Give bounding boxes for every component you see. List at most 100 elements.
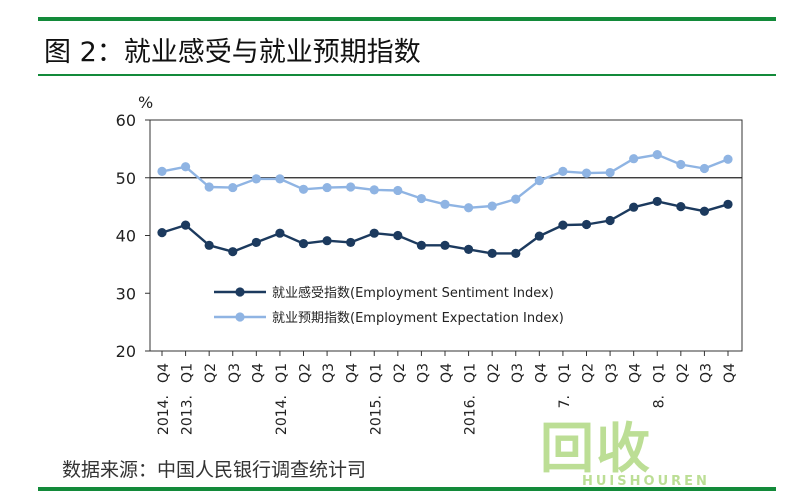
x-tick-label: Q3 [227, 363, 243, 383]
y-tick-label: 50 [116, 169, 136, 188]
series-2-point [629, 154, 639, 164]
x-tick-label: Q4 [345, 363, 361, 383]
x-tick-label: Q4 [156, 363, 172, 383]
series-2-point [416, 193, 427, 204]
series-2-point [228, 182, 238, 193]
series-2-point [204, 182, 214, 192]
y-tick-label: 60 [116, 111, 136, 130]
x-tick-label: Q4 [533, 363, 549, 383]
x-tick-label: Q3 [321, 363, 337, 383]
x-tick-label: Q2 [392, 363, 408, 383]
x-tick-label: Q2 [675, 363, 691, 383]
series-2-point [369, 185, 379, 195]
series-1-point [275, 228, 285, 238]
legend-label-1: 就业感受指数(Employment Sentiment Index) [272, 285, 554, 301]
y-tick-label: 20 [116, 342, 136, 361]
series-2-point [180, 162, 191, 172]
x-year-label: 2016. [463, 395, 479, 435]
series-1-point [298, 238, 309, 249]
x-year-label: 2014. [156, 395, 172, 435]
y-tick-label: 30 [116, 284, 136, 303]
series-1-point [605, 215, 615, 226]
series-2-point [581, 168, 592, 178]
x-tick-label: Q3 [604, 363, 620, 383]
series-1-point [157, 228, 167, 238]
watermark-mark: 回收 [540, 417, 652, 480]
series-1-point [180, 220, 191, 230]
series-1-point [652, 196, 662, 207]
series-2-point [157, 166, 167, 176]
series-2-point [676, 159, 686, 170]
title-rule [38, 74, 776, 76]
series-2-point [699, 163, 710, 174]
x-tick-label: Q2 [581, 363, 597, 383]
series-1-point [558, 220, 568, 230]
legend-label-2: 就业预期指数(Employment Expectation Index) [272, 311, 564, 326]
series-2-point [558, 166, 568, 176]
x-tick-label: Q4 [439, 363, 455, 383]
series-1-point [204, 240, 214, 250]
x-tick-label: Q3 [510, 363, 526, 383]
series-2-point [463, 203, 474, 213]
series-1-point [629, 202, 639, 212]
series-2-point [298, 184, 309, 194]
series-2-point [487, 201, 497, 211]
series-1-point [346, 237, 356, 248]
x-tick-label: Q3 [698, 363, 714, 383]
series-2-point [652, 150, 662, 160]
series-1-point [251, 237, 261, 248]
series-2-point [440, 199, 450, 209]
series-2-point [275, 174, 285, 184]
series-2-point [605, 167, 615, 178]
x-tick-label: Q4 [722, 363, 738, 383]
x-year-label: 8. [651, 395, 667, 408]
series-2-point [393, 185, 403, 196]
x-tick-label: Q1 [651, 363, 667, 383]
x-year-label: 2014. [274, 395, 290, 435]
series-2-point [251, 174, 261, 184]
bottom-rule [38, 487, 776, 491]
series-1-point [676, 202, 686, 212]
legend-marker-1 [235, 287, 245, 297]
x-tick-label: Q4 [250, 363, 266, 383]
x-tick-label: Q1 [463, 363, 479, 383]
x-year-label: 7. [557, 395, 573, 408]
x-tick-label: Q2 [486, 363, 502, 383]
x-tick-label: Q3 [415, 363, 431, 383]
series-1-point [393, 230, 403, 241]
series-1-point [440, 240, 450, 250]
series-1-point [463, 244, 474, 254]
series-1-point [416, 240, 427, 250]
x-tick-label: Q1 [274, 363, 290, 383]
series-2-point [723, 154, 733, 164]
series-1-point [487, 248, 497, 259]
series-2-point [534, 176, 544, 186]
series-1-point [369, 228, 379, 238]
source-note: 数据来源：中国人民银行调查统计司 [62, 459, 367, 481]
series-2-point [511, 194, 521, 204]
watermark-logo: 回收 HUISHOUREN [540, 398, 780, 490]
series-1-point [534, 231, 544, 241]
top-rule [38, 17, 776, 21]
x-tick-label: Q1 [368, 363, 384, 383]
x-tick-label: Q2 [298, 363, 314, 383]
x-tick-label: Q2 [203, 363, 219, 383]
x-tick-label: Q1 [557, 363, 573, 383]
figure-title: 图 2：就业感受与就业预期指数 [44, 37, 421, 68]
x-tick-label: Q1 [180, 363, 196, 383]
series-2-point [322, 182, 332, 193]
y-axis-label: % [138, 93, 153, 112]
series-1-point [322, 236, 332, 246]
series-1-point [581, 219, 592, 230]
y-tick-label: 40 [116, 227, 136, 246]
series-1-point [228, 247, 238, 257]
x-tick-label: Q4 [628, 363, 644, 383]
x-year-label: 2015. [368, 395, 384, 435]
series-1-point [723, 199, 733, 209]
legend-marker-2 [235, 312, 245, 322]
series-2-point [346, 182, 356, 192]
watermark-text: HUISHOUREN [582, 474, 710, 489]
x-year-label: 2013. [180, 395, 196, 435]
series-1-point [699, 206, 710, 216]
